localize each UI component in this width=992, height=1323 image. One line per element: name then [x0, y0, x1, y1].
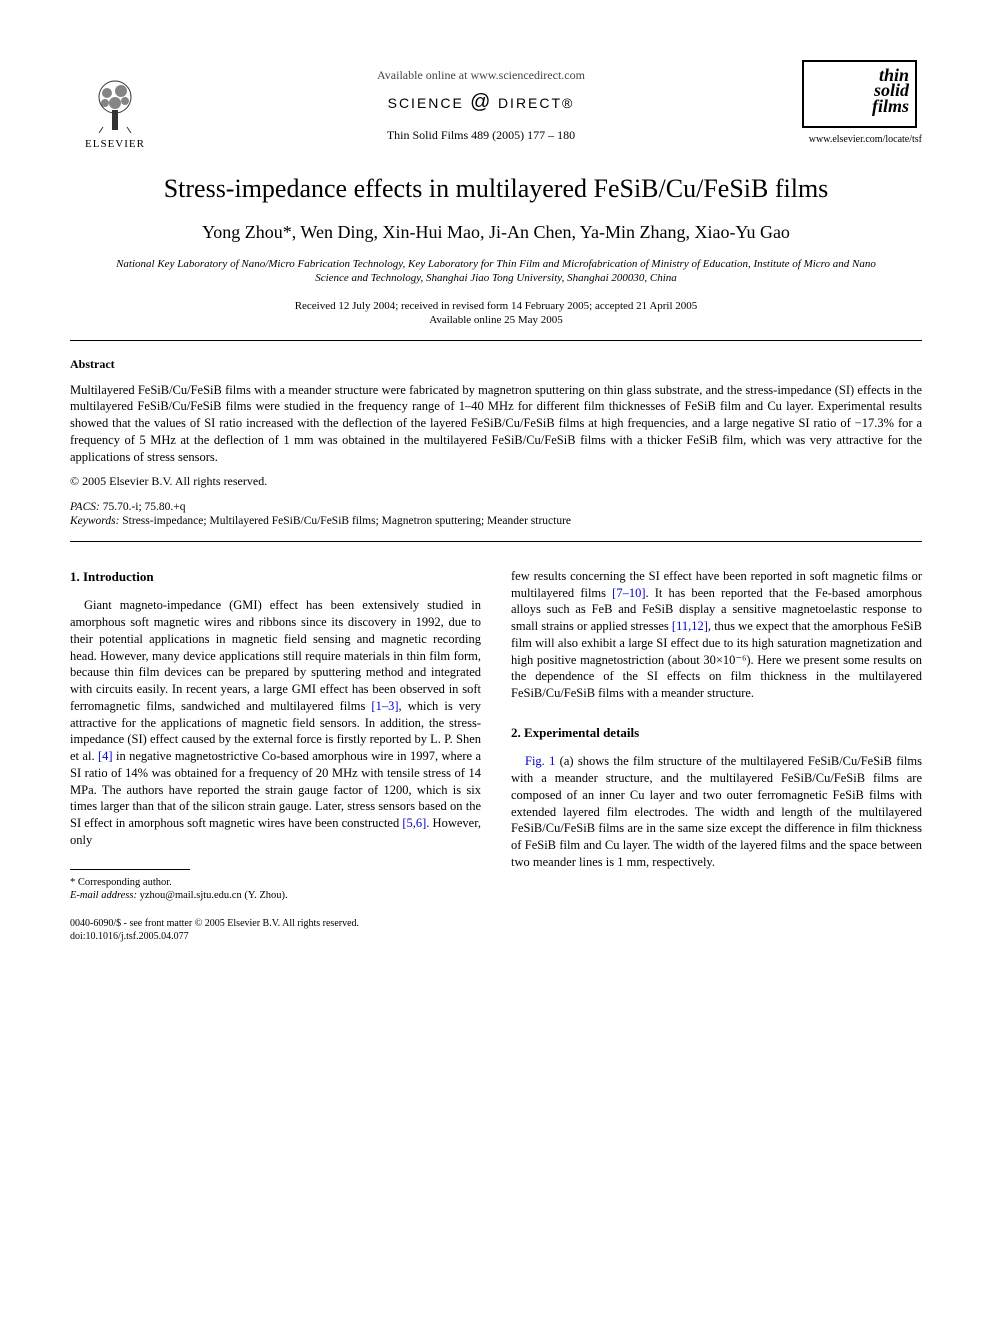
front-matter-line: 0040-6090/$ - see front matter © 2005 El… [70, 917, 481, 930]
pacs-value: 75.70.-i; 75.80.+q [100, 501, 186, 513]
corresponding-author-note: * Corresponding author. [70, 876, 481, 890]
journal-url[interactable]: www.elsevier.com/locate/tsf [802, 134, 922, 145]
ref-link-11-12[interactable]: [11,12] [672, 619, 708, 633]
journal-word-3: films [810, 99, 909, 114]
sd-word1: SCIENCE [388, 95, 464, 111]
center-header: Available online at www.sciencedirect.co… [160, 60, 802, 143]
sd-at-icon: @ [470, 91, 492, 113]
publisher-logo: ELSEVIER [70, 60, 160, 150]
abstract-heading: Abstract [70, 357, 922, 372]
divider-top [70, 340, 922, 341]
received-dates: Received 12 July 2004; received in revis… [70, 300, 922, 312]
publisher-name: ELSEVIER [85, 138, 145, 150]
email-label: E-mail address: [70, 890, 137, 901]
experimental-paragraph-1: Fig. 1 (a) shows the film structure of t… [511, 753, 922, 870]
abstract-body: Multilayered FeSiB/Cu/FeSiB films with a… [70, 382, 922, 466]
intro-text-1a: Giant magneto-impedance (GMI) effect has… [70, 598, 481, 713]
column-left: 1. Introduction Giant magneto-impedance … [70, 568, 481, 943]
keywords-value: Stress-impedance; Multilayered FeSiB/Cu/… [119, 515, 571, 527]
sd-word2: DIRECT® [498, 95, 574, 111]
section-1-heading: 1. Introduction [70, 568, 481, 585]
intro-paragraph-1: Giant magneto-impedance (GMI) effect has… [70, 597, 481, 848]
sciencedirect-logo: SCIENCE @ DIRECT® [160, 91, 802, 114]
exp-text-1b: (a) shows the film structure of the mult… [511, 754, 922, 869]
article-title: Stress-impedance effects in multilayered… [70, 174, 922, 204]
email-address[interactable]: yzhou@mail.sjtu.edu.cn (Y. Zhou). [137, 890, 288, 901]
affiliation: National Key Laboratory of Nano/Micro Fa… [110, 257, 882, 286]
page-header: ELSEVIER Available online at www.science… [70, 60, 922, 150]
body-columns: 1. Introduction Giant magneto-impedance … [70, 568, 922, 943]
journal-logo-block: thin solid films www.elsevier.com/locate… [802, 60, 922, 145]
ref-link-7-10[interactable]: [7–10] [612, 586, 645, 600]
elsevier-tree-icon [85, 75, 145, 135]
footnote-rule [70, 869, 190, 870]
online-date: Available online 25 May 2005 [70, 314, 922, 326]
keywords-label: Keywords: [70, 515, 119, 527]
ref-link-1-3[interactable]: [1–3] [371, 699, 398, 713]
doi-line[interactable]: doi:10.1016/j.tsf.2005.04.077 [70, 930, 481, 943]
citation-line: Thin Solid Films 489 (2005) 177 – 180 [160, 128, 802, 143]
column-right: few results concerning the SI effect hav… [511, 568, 922, 943]
section-2-heading: 2. Experimental details [511, 724, 922, 741]
available-online-text: Available online at www.sciencedirect.co… [160, 68, 802, 83]
email-line: E-mail address: yzhou@mail.sjtu.edu.cn (… [70, 889, 481, 903]
journal-title-box: thin solid films [802, 60, 917, 128]
intro-paragraph-2: few results concerning the SI effect hav… [511, 568, 922, 702]
pacs-line: PACS: 75.70.-i; 75.80.+q [70, 501, 922, 513]
divider-bottom [70, 541, 922, 542]
author-list: Yong Zhou*, Wen Ding, Xin-Hui Mao, Ji-An… [70, 222, 922, 243]
fig-1-link[interactable]: Fig. 1 [525, 754, 555, 768]
ref-link-5-6[interactable]: [5,6] [402, 816, 426, 830]
keywords-line: Keywords: Stress-impedance; Multilayered… [70, 515, 922, 527]
abstract-text: Multilayered FeSiB/Cu/FeSiB films with a… [70, 383, 922, 465]
ref-link-4[interactable]: [4] [98, 749, 113, 763]
abstract-copyright: © 2005 Elsevier B.V. All rights reserved… [70, 474, 922, 489]
pacs-label: PACS: [70, 501, 100, 513]
